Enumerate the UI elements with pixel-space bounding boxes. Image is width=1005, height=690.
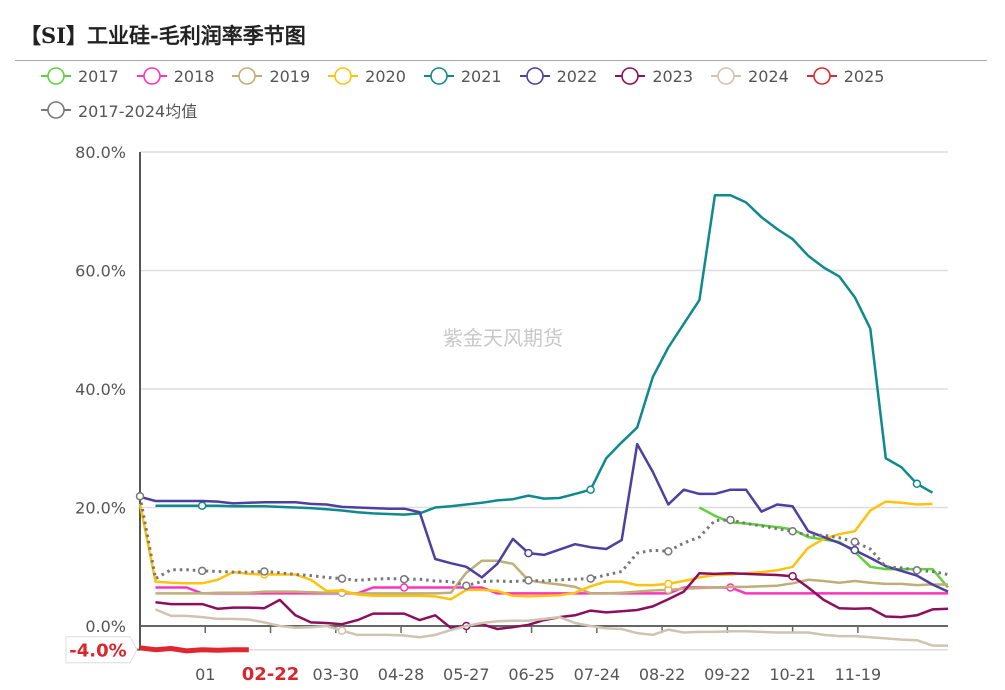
data-point-marker — [912, 566, 922, 575]
legend-item[interactable]: 2024 — [710, 64, 789, 88]
y-tick-label: 40.0% — [75, 380, 126, 399]
legend-circle-icon — [41, 101, 71, 119]
legend-circle-icon — [328, 67, 359, 85]
watermark: 紫金天风期货 — [443, 326, 563, 350]
data-point-marker — [524, 548, 533, 558]
data-point-marker — [850, 537, 860, 547]
legend-label: 2023 — [652, 66, 694, 86]
series-line-2022 — [139, 442, 949, 593]
x-tick-label: 02-22 — [242, 664, 300, 685]
legend-item[interactable]: 2019 — [231, 64, 310, 88]
legend-item[interactable]: 2021 — [423, 64, 502, 88]
data-point-marker — [726, 515, 735, 525]
legend-item[interactable]: 2018 — [136, 64, 215, 88]
legend-label: 2020 — [365, 66, 406, 86]
x-tick-label: 11-19 — [835, 665, 882, 684]
data-point-marker — [462, 581, 471, 590]
legend-label: 2018 — [173, 66, 215, 86]
data-point-marker — [664, 579, 673, 589]
legend-item[interactable]: 2020 — [327, 64, 406, 88]
data-point-marker — [260, 567, 269, 576]
legend-item[interactable]: 2017-2024均值 — [40, 98, 197, 122]
data-point-marker — [524, 576, 533, 585]
legend-item[interactable]: 2017 — [40, 64, 119, 88]
legend: 2017 2018 2019 2020 2021 2022 2023 2024 2025 2017… — [40, 64, 980, 132]
legend-circle-icon — [136, 67, 167, 85]
legend-item[interactable]: 2022 — [519, 64, 598, 88]
series-line-2017-2024均值 — [138, 495, 949, 588]
legend-circle-icon — [711, 67, 742, 85]
data-point-marker — [664, 547, 673, 556]
series-line-2021 — [155, 194, 934, 516]
y-tick-label: 20.0% — [75, 499, 126, 518]
x-tick-label: 06-25 — [508, 665, 555, 684]
legend-label: 2017-2024均值 — [78, 102, 198, 121]
legend-label: 2024 — [748, 66, 789, 86]
legend-item[interactable]: 2023 — [614, 64, 693, 88]
x-tick-label: 04-28 — [378, 665, 425, 684]
data-point-marker — [337, 574, 347, 583]
series-line-2017 — [698, 506, 949, 589]
legend-item[interactable]: 2025 — [806, 64, 885, 88]
title-divider — [15, 60, 987, 61]
data-point-marker — [586, 574, 595, 583]
data-point-marker — [788, 526, 797, 536]
legend-label: 2017 — [78, 66, 119, 86]
x-tick-label: 08-22 — [639, 665, 686, 684]
data-point-marker — [788, 571, 797, 581]
series-line-2020 — [138, 500, 933, 601]
x-tick-label: 05-27 — [443, 665, 490, 684]
x-tick-label: 09-22 — [704, 665, 751, 684]
x-tick-label: 03-30 — [313, 665, 360, 684]
y-tick-label: 0.0% — [85, 617, 126, 636]
data-point-marker — [399, 583, 409, 592]
legend-circle-icon — [41, 67, 71, 85]
data-point-marker — [337, 626, 347, 635]
axis-pointer-badge — [65, 636, 138, 664]
legend-circle-icon — [806, 67, 837, 85]
legend-circle-icon — [423, 67, 454, 85]
legend-label: 2025 — [843, 66, 885, 86]
series-line-2025 — [139, 645, 249, 654]
data-point-marker — [197, 566, 207, 576]
data-point-marker — [135, 491, 145, 501]
x-tick-label: 07-24 — [574, 665, 621, 684]
legend-circle-icon — [232, 67, 263, 85]
series-line-2019 — [155, 559, 948, 595]
x-tick-label: 01 — [195, 665, 215, 684]
y-tick-label: 80.0% — [75, 143, 126, 162]
legend-circle-icon — [615, 67, 646, 85]
x-tick-label: 10-21 — [769, 665, 816, 684]
legend-label: 2022 — [556, 66, 598, 86]
axis-pointer-y-label: -4.0% — [69, 641, 126, 662]
data-point-marker — [850, 545, 860, 555]
y-tick-label: 60.0% — [75, 262, 126, 281]
legend-label: 2019 — [269, 66, 311, 86]
legend-circle-icon — [519, 67, 550, 85]
chart-title: 【SI】工业硅-毛利润率季节图 — [20, 23, 306, 48]
data-point-marker — [197, 501, 207, 510]
data-point-marker — [912, 479, 922, 489]
data-point-marker — [586, 485, 595, 494]
legend-label: 2021 — [460, 66, 502, 86]
data-point-marker — [399, 574, 409, 584]
series-line-2024 — [155, 608, 948, 647]
